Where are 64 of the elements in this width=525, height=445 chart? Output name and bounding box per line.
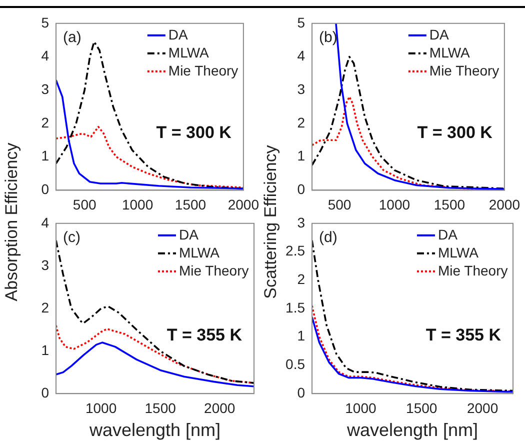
legend-label: MLWA: [168, 44, 210, 60]
y-tick-label: 3: [297, 80, 306, 97]
legend-label: DA: [438, 226, 458, 242]
y-tick-label: 1: [297, 148, 306, 164]
legend-label: Mie Theory: [168, 62, 238, 78]
y-tick-label: 1: [297, 328, 306, 344]
annotation: (c): [63, 229, 80, 246]
y-tick-label: 0.5: [286, 356, 306, 372]
annotation: T = 300 K: [417, 123, 494, 142]
y-tick-label: 0: [297, 181, 306, 198]
x-tick-label: 1500: [406, 400, 438, 416]
y-tick-label: 4: [297, 48, 306, 64]
legend-label: DA: [168, 26, 189, 42]
line-series: [312, 56, 504, 190]
x-tick-label: 1500: [144, 400, 176, 416]
y-tick-label: 2: [297, 270, 306, 287]
x-tick-label: 2000: [204, 400, 236, 416]
x-tick-label: 1000: [378, 196, 410, 212]
y-tick-label: 4: [41, 214, 50, 230]
y-tick-label: 2.5: [286, 242, 306, 259]
y-axis-title: Scattering Efficiency: [261, 145, 281, 299]
y-tick-label: 5: [297, 14, 306, 30]
x-tick-label: 1500: [434, 196, 466, 212]
x-tick-label: 1000: [122, 196, 154, 212]
y-tick-label: 3: [41, 80, 50, 97]
annotation: T = 355 K: [426, 325, 502, 344]
y-tick-label: 3: [297, 214, 306, 230]
legend-label: DA: [178, 226, 200, 242]
x-tick-label: 1500: [174, 196, 206, 212]
y-tick-label: 0: [41, 384, 50, 400]
annotation: (a): [63, 29, 82, 46]
x-axis-title: wavelength [nm]: [346, 420, 478, 440]
y-tick-label: 2: [41, 299, 50, 316]
x-tick-label: 1000: [345, 400, 377, 416]
y-tick-label: 1: [41, 148, 50, 164]
y-tick-label: 4: [41, 48, 50, 64]
legend-label: MLWA: [178, 244, 220, 260]
legend-label: MLWA: [429, 44, 471, 60]
line-series: [56, 126, 244, 188]
legend-label: Mie Theory: [429, 62, 500, 78]
y-tick-label: 3: [41, 256, 50, 273]
x-tick-label: 500: [328, 196, 352, 212]
annotation: (d): [319, 229, 338, 246]
legend-label: Mie Theory: [438, 262, 508, 278]
x-tick-label: 2000: [228, 196, 260, 212]
y-tick-label: 2: [297, 114, 306, 130]
y-axis-title: Absorption Efficiency: [2, 142, 22, 302]
legend-label: DA: [429, 26, 450, 42]
legend-label: Mie Theory: [178, 262, 249, 278]
x-tick-label: 2000: [466, 400, 498, 416]
x-tick-label: 2000: [488, 196, 520, 212]
y-tick-label: 2: [41, 114, 50, 130]
x-axis-title: wavelength [nm]: [88, 420, 221, 440]
x-tick-label: 1000: [85, 400, 117, 416]
legend-label: MLWA: [438, 244, 480, 260]
y-tick-label: 0: [41, 181, 50, 198]
y-tick-label: 0: [297, 384, 306, 400]
y-tick-label: 1: [41, 342, 50, 358]
annotation: T = 355 K: [166, 325, 243, 344]
x-tick-label: 500: [72, 196, 96, 212]
annotation: T = 300 K: [156, 123, 232, 142]
y-tick-label: 5: [41, 14, 50, 30]
annotation: (b): [319, 29, 338, 46]
y-tick-label: 1.5: [286, 299, 306, 316]
